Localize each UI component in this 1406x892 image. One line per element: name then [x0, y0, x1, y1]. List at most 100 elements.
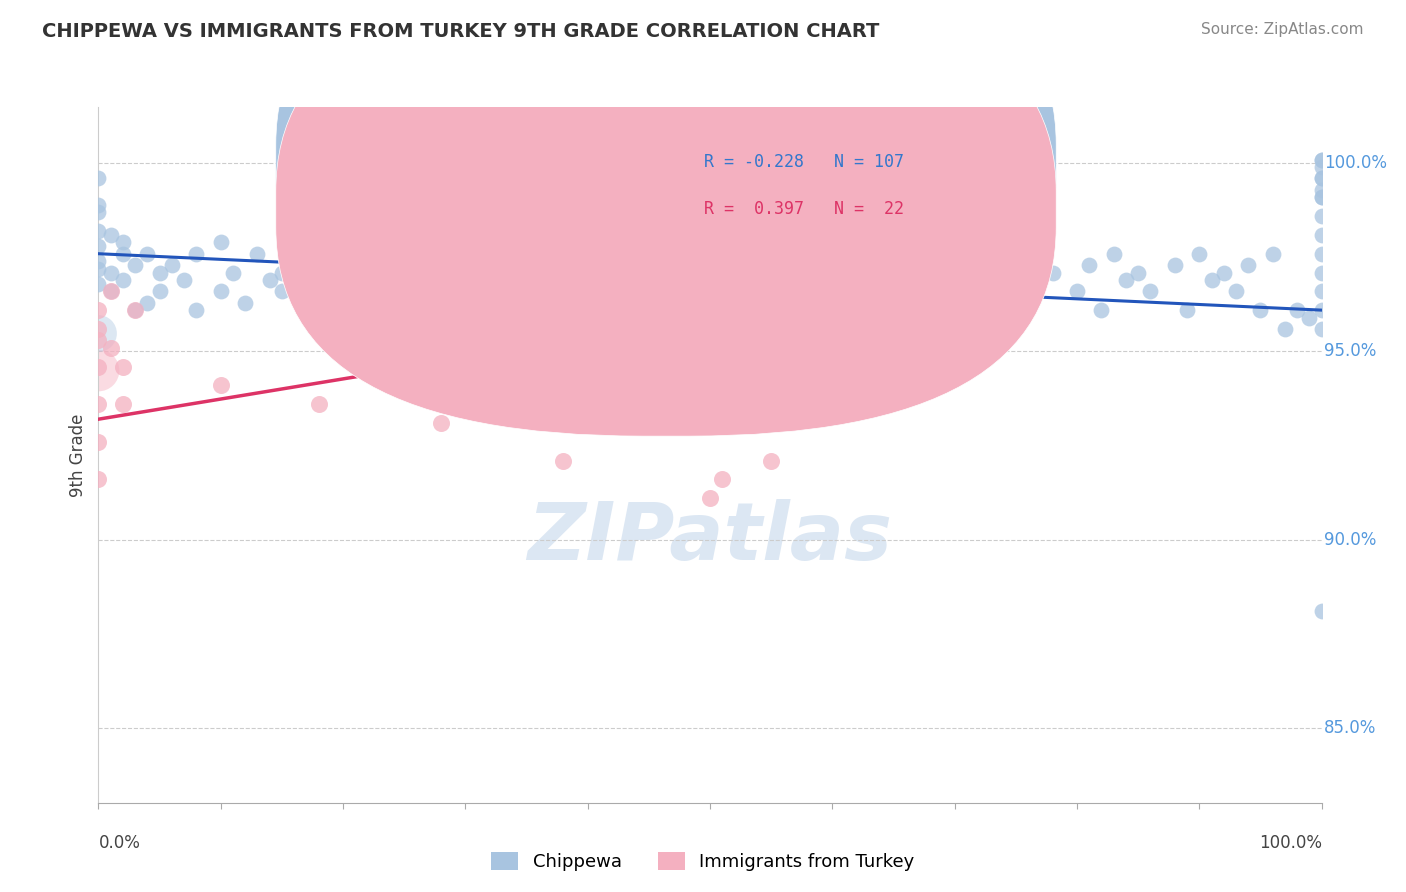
Point [1310, 303, 1333, 318]
Point [160, 258, 183, 272]
Point [1310, 227, 1333, 242]
Point [222, 266, 245, 280]
Point [1298, 310, 1320, 325]
Point [821, 285, 844, 299]
Point [173, 273, 195, 287]
Point [111, 397, 134, 411]
Point [111, 359, 134, 374]
Point [845, 266, 868, 280]
Text: 0.0%: 0.0% [98, 834, 141, 852]
Point [1310, 190, 1333, 204]
Point [100, 285, 122, 299]
Point [100, 227, 122, 242]
Point [1066, 285, 1088, 299]
Point [124, 303, 146, 318]
Point [553, 303, 575, 318]
Point [1310, 183, 1333, 197]
Point [1310, 171, 1333, 186]
Point [1310, 246, 1333, 260]
Text: Source: ZipAtlas.com: Source: ZipAtlas.com [1201, 22, 1364, 37]
Point [1249, 303, 1271, 318]
Point [1274, 322, 1296, 336]
Point [711, 472, 734, 486]
Point [149, 266, 172, 280]
Point [1004, 258, 1026, 272]
Text: 90.0%: 90.0% [1324, 531, 1376, 549]
Point [124, 258, 146, 272]
Point [87, 434, 110, 449]
Text: 85.0%: 85.0% [1324, 719, 1376, 737]
Point [87, 261, 110, 276]
Point [1188, 246, 1211, 260]
Point [87, 198, 110, 212]
Point [87, 397, 110, 411]
Point [1310, 171, 1333, 186]
Point [1237, 258, 1260, 272]
Text: 100.0%: 100.0% [1324, 154, 1388, 172]
Point [956, 266, 979, 280]
Point [1310, 322, 1333, 336]
Point [1310, 285, 1333, 299]
FancyBboxPatch shape [276, 0, 1056, 436]
Point [1310, 160, 1333, 174]
Point [87, 224, 110, 238]
Point [87, 239, 110, 253]
Point [1225, 285, 1247, 299]
Point [650, 235, 672, 250]
Point [1201, 273, 1223, 287]
Point [87, 277, 110, 291]
Point [186, 303, 208, 318]
Point [392, 378, 416, 392]
Point [87, 254, 110, 268]
Point [1128, 266, 1150, 280]
Point [491, 285, 513, 299]
Point [209, 235, 232, 250]
Point [491, 322, 513, 336]
Point [553, 453, 575, 467]
Point [430, 416, 453, 430]
Point [1078, 258, 1101, 272]
Point [392, 273, 416, 287]
Point [1310, 153, 1333, 167]
Point [967, 273, 990, 287]
Point [1212, 266, 1234, 280]
Y-axis label: 9th Grade: 9th Grade [69, 413, 87, 497]
Point [392, 266, 416, 280]
Point [259, 273, 281, 287]
Point [87, 303, 110, 318]
Point [136, 295, 159, 310]
Point [87, 205, 110, 219]
FancyBboxPatch shape [276, 0, 1056, 389]
Text: R =  0.397   N =  22: R = 0.397 N = 22 [704, 201, 904, 219]
Point [883, 246, 905, 260]
Point [111, 273, 134, 287]
Point [1310, 153, 1333, 167]
Legend: Chippewa, Immigrants from Turkey: Chippewa, Immigrants from Turkey [484, 845, 922, 879]
Point [1286, 303, 1309, 318]
Point [797, 246, 820, 260]
Point [1310, 209, 1333, 223]
Point [478, 266, 501, 280]
Point [1042, 266, 1064, 280]
Point [111, 235, 134, 250]
Point [100, 341, 122, 355]
Point [270, 266, 294, 280]
Point [515, 258, 537, 272]
Text: CHIPPEWA VS IMMIGRANTS FROM TURKEY 9TH GRADE CORRELATION CHART: CHIPPEWA VS IMMIGRANTS FROM TURKEY 9TH G… [42, 22, 880, 41]
Point [1261, 246, 1284, 260]
Point [920, 258, 942, 272]
Point [600, 266, 623, 280]
Point [1310, 604, 1333, 618]
Point [675, 266, 697, 280]
Point [589, 273, 612, 287]
Text: R = -0.228   N = 107: R = -0.228 N = 107 [704, 153, 904, 171]
Point [87, 326, 110, 340]
Point [1310, 266, 1333, 280]
Point [111, 246, 134, 260]
Point [858, 273, 880, 287]
Point [332, 303, 354, 318]
Point [576, 246, 599, 260]
Point [454, 273, 477, 287]
Point [100, 285, 122, 299]
Point [907, 273, 929, 287]
